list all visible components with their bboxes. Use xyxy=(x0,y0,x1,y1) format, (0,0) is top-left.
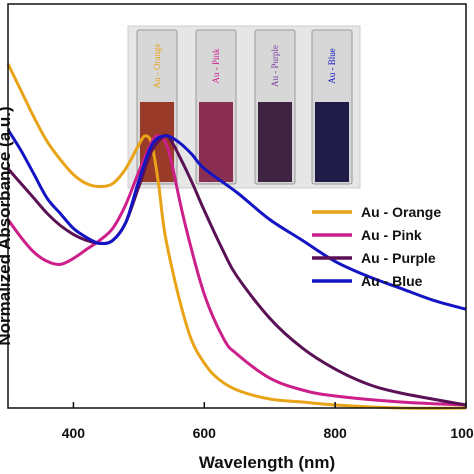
legend-label: Au - Orange xyxy=(361,204,441,220)
x-tick-label: 100 xyxy=(450,425,474,441)
legend-label: Au - Purple xyxy=(361,250,436,266)
vial: Au - Purple xyxy=(254,29,296,185)
x-tick-label: 800 xyxy=(323,425,347,441)
legend-label: Au - Blue xyxy=(361,273,423,289)
vial-label: Au - Orange xyxy=(152,44,162,89)
x-tick-label: 400 xyxy=(62,425,86,441)
y-axis-label: Normalized Absorbance (a.u.) xyxy=(0,106,14,345)
legend: Au - Orange Au - Pink Au - Purple Au - Blue xyxy=(312,204,441,289)
series-layer xyxy=(6,63,467,410)
vial-label: Au - Pink xyxy=(211,48,221,84)
vial-liquid xyxy=(315,102,349,182)
legend-label: Au - Pink xyxy=(361,227,422,243)
series-line xyxy=(6,134,467,407)
vial: Au - Blue xyxy=(311,29,353,185)
vial-label: Au - Blue xyxy=(327,48,337,84)
plot-frame xyxy=(7,3,467,409)
vial-photo-inset: Au - Orange Au - Pink Au - Purple Au - Blue xyxy=(127,25,361,189)
x-axis-label: Wavelength (nm) xyxy=(199,453,335,472)
x-axis-ticks: 400 600 800 100 xyxy=(62,402,474,441)
vial: Au - Pink xyxy=(195,29,237,185)
vial-liquid xyxy=(258,102,292,182)
x-tick-label: 600 xyxy=(193,425,217,441)
series-line xyxy=(6,128,467,311)
vial-label: Au - Purple xyxy=(270,45,280,87)
